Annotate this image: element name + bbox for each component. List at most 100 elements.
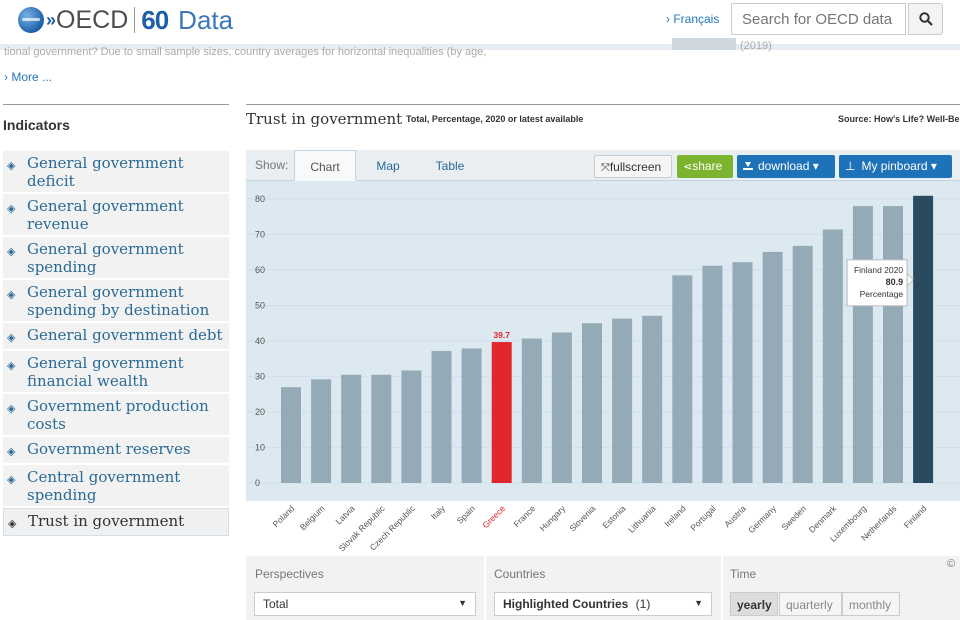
download-label: download ▾ bbox=[758, 159, 819, 173]
bar-slovenia[interactable] bbox=[582, 323, 602, 483]
bar-hungary[interactable] bbox=[551, 332, 572, 483]
x-tick-label: Hungary bbox=[538, 503, 568, 533]
chevron-right-icon: ◈ bbox=[7, 473, 16, 486]
sidebar-item-label: Government production costs bbox=[27, 397, 209, 433]
pinboard-button[interactable]: ⊥ My pinboard ▾ bbox=[839, 155, 952, 178]
logo-data-text: Data bbox=[178, 4, 234, 35]
chevron-right-icon: ◈ bbox=[7, 445, 16, 458]
indicators-list: ◈ General government deficit ◈ General gov… bbox=[3, 151, 229, 536]
tab-map[interactable]: Map bbox=[376, 159, 400, 173]
countries-count: (1) bbox=[635, 597, 651, 611]
sidebar-item-revenue[interactable]: ◈ General government revenue bbox=[3, 194, 229, 237]
x-tick-label: Greece bbox=[480, 503, 507, 530]
x-tick-label: Slovenia bbox=[567, 503, 597, 533]
bar-ireland[interactable] bbox=[672, 275, 693, 483]
sidebar-item-reserves[interactable]: ◈ Government reserves bbox=[3, 437, 229, 465]
share-button[interactable]: ⋖share bbox=[677, 155, 733, 178]
bar-czech-republic[interactable] bbox=[401, 370, 422, 483]
x-tick-label: Portugal bbox=[688, 503, 718, 533]
x-tick-label: Finland bbox=[902, 503, 929, 530]
y-tick-label: 50 bbox=[255, 301, 265, 311]
bar-luxembourg[interactable] bbox=[852, 206, 873, 483]
y-tick-label: 30 bbox=[255, 372, 265, 382]
bar-italy[interactable] bbox=[431, 350, 452, 483]
download-button[interactable]: download ▾ bbox=[737, 155, 835, 178]
arrows-icon: » bbox=[46, 9, 56, 30]
sidebar-item-label: General government debt bbox=[27, 326, 223, 344]
x-tick-label: Estonia bbox=[600, 503, 627, 530]
bar-germany[interactable] bbox=[762, 251, 783, 483]
time-yearly-button[interactable]: yearly bbox=[730, 592, 778, 616]
fullscreen-icon: ⤧ bbox=[601, 162, 610, 174]
tab-chart[interactable]: Chart bbox=[294, 150, 356, 181]
site-header: » OECD 60 Data › Français bbox=[0, 0, 960, 44]
bar-austria[interactable] bbox=[732, 262, 753, 483]
sidebar-item-label: Trust in government bbox=[28, 512, 185, 530]
tooltip-title: Finland 2020 bbox=[854, 265, 903, 275]
bar-spain[interactable] bbox=[461, 348, 482, 483]
chart-source: Source: How's Life? Well-Being bbox=[838, 114, 960, 124]
bar-france[interactable] bbox=[521, 338, 542, 483]
x-tick-label: Ireland bbox=[662, 503, 688, 529]
sidebar-item-label: General government spending bbox=[27, 240, 184, 276]
y-tick-label: 20 bbox=[255, 407, 265, 417]
chevron-right-icon: ◈ bbox=[7, 331, 16, 344]
bar-greece[interactable] bbox=[491, 342, 512, 483]
x-tick-label: Latvia bbox=[334, 503, 357, 526]
tooltip: Finland 2020 80.9 Percentage bbox=[846, 259, 914, 307]
header-divider bbox=[0, 44, 960, 50]
chevron-right-icon: ◈ bbox=[7, 359, 16, 372]
x-tick-label: Sweden bbox=[779, 503, 808, 532]
sidebar-item-label: General government deficit bbox=[27, 154, 184, 190]
sidebar-item-debt[interactable]: ◈ General government debt bbox=[3, 323, 229, 351]
countries-select[interactable]: Highlighted Countries (1) ▼ bbox=[494, 592, 712, 616]
bar-belgium[interactable] bbox=[311, 379, 332, 483]
oecd-logo[interactable]: » OECD 60 Data bbox=[18, 5, 233, 35]
chart-subtitle: Total, Percentage, 2020 or latest availa… bbox=[406, 114, 584, 124]
sidebar-item-spending[interactable]: ◈ General government spending bbox=[3, 237, 229, 280]
controls-divider bbox=[721, 556, 723, 620]
sidebar-item-deficit[interactable]: ◈ General government deficit bbox=[3, 151, 229, 194]
search-icon bbox=[919, 12, 933, 26]
search-input[interactable] bbox=[731, 3, 906, 35]
intro-right-text: (2019) bbox=[740, 40, 772, 52]
share-label: share bbox=[692, 159, 723, 173]
bar-sweden[interactable] bbox=[792, 245, 813, 483]
show-label: Show: bbox=[255, 158, 289, 172]
perspectives-select[interactable]: Total ▼ bbox=[254, 592, 476, 616]
search-button[interactable] bbox=[908, 3, 943, 35]
x-tick-label: France bbox=[511, 503, 537, 529]
bar-finland[interactable] bbox=[913, 195, 934, 483]
more-link[interactable]: › More ... bbox=[4, 70, 53, 84]
copyright-mark: © bbox=[947, 558, 956, 570]
bar-estonia[interactable] bbox=[612, 318, 633, 483]
pin-icon: ⊥ bbox=[845, 159, 856, 173]
bar-slovak-republic[interactable] bbox=[371, 374, 392, 483]
bar-portugal[interactable] bbox=[702, 265, 723, 483]
perspectives-title: Perspectives bbox=[255, 567, 324, 581]
bar-netherlands[interactable] bbox=[883, 206, 903, 483]
fullscreen-button[interactable]: ⤧fullscreen bbox=[594, 155, 672, 178]
x-tick-label: Lithuania bbox=[626, 503, 658, 535]
sidebar-item-spending-destination[interactable]: ◈ General government spending by destinat… bbox=[3, 280, 229, 323]
chevron-right-icon: ◈ bbox=[8, 517, 17, 530]
time-quarterly-button[interactable]: quarterly bbox=[779, 592, 842, 616]
logo-oecd-text: OECD bbox=[56, 5, 129, 34]
y-tick-label: 70 bbox=[255, 230, 265, 240]
bar-poland[interactable] bbox=[281, 387, 301, 483]
time-monthly-button[interactable]: monthly bbox=[842, 592, 900, 616]
sidebar-item-production-costs[interactable]: ◈ Government production costs bbox=[3, 394, 229, 437]
bar-lithuania[interactable] bbox=[642, 315, 663, 483]
download-icon bbox=[743, 162, 753, 170]
perspectives-value: Total bbox=[263, 597, 289, 611]
sidebar-item-central-spending[interactable]: ◈ Central government spending bbox=[3, 465, 229, 508]
sidebar-item-trust[interactable]: ◈ Trust in government bbox=[3, 508, 229, 536]
sidebar-item-label: General government financial wealth bbox=[27, 354, 184, 390]
sidebar-item-financial-wealth[interactable]: ◈ General government financial wealth bbox=[3, 351, 229, 394]
language-link[interactable]: › Français bbox=[666, 12, 720, 26]
sidebar-item-label: General government spending by destinati… bbox=[27, 283, 210, 319]
bar-denmark[interactable] bbox=[822, 229, 843, 483]
bar-latvia[interactable] bbox=[341, 374, 362, 483]
tab-table[interactable]: Table bbox=[435, 159, 465, 173]
